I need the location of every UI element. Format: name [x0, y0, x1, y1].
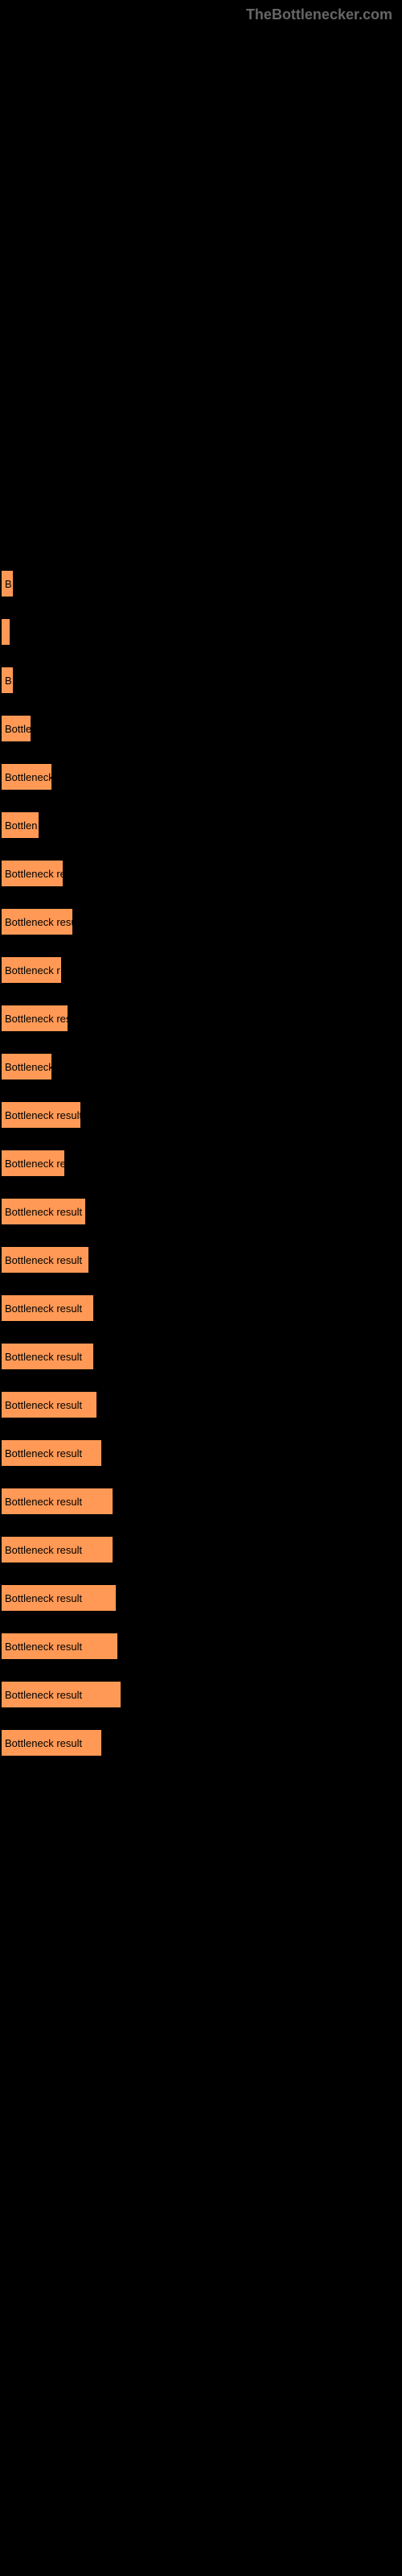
- bar: Bottleneck result: [2, 1537, 113, 1563]
- bar-row: Bottleneck result: [2, 1682, 402, 1707]
- bar-label: Bottlen: [5, 819, 37, 832]
- bar: Bottleneck res: [2, 1005, 68, 1031]
- bar-row: Bottleneck result: [2, 1633, 402, 1659]
- bar-label: Bottleneck result: [5, 1206, 82, 1218]
- bar: Bottleneck result: [2, 1440, 101, 1466]
- bar-label: Bottle: [5, 723, 31, 735]
- bar-label: Bottleneck result: [5, 1496, 82, 1508]
- bar-row: Bottleneck r: [2, 957, 402, 983]
- bar-row: Bottleneck result: [2, 1392, 402, 1418]
- bar: Bottleneck r: [2, 957, 61, 983]
- bar-row: Bottleneck resu: [2, 909, 402, 935]
- bar-row: Bottleneck re: [2, 1150, 402, 1176]
- bar-label: Bottleneck result: [5, 1544, 82, 1556]
- bar-row: Bottleneck re: [2, 861, 402, 886]
- bar-label: B: [5, 578, 12, 590]
- bar: Bottleneck result: [2, 1295, 93, 1321]
- bar-row: Bottleneck result: [2, 1344, 402, 1369]
- bar-row: Bottleneck result: [2, 1102, 402, 1128]
- bar: Bottleneck re: [2, 1150, 64, 1176]
- bar-row: B: [2, 571, 402, 597]
- bar-row: Bottleneck result: [2, 1199, 402, 1224]
- bar: Bottleneck: [2, 764, 51, 790]
- bar-label: Bottleneck result: [5, 1689, 82, 1701]
- bar-row: Bottleneck result: [2, 1295, 402, 1321]
- bar-row: Bottleneck result: [2, 1585, 402, 1611]
- bar: Bottleneck result: [2, 1102, 80, 1128]
- watermark: TheBottlenecker.com: [0, 0, 402, 23]
- bar-row: Bottleneck: [2, 1054, 402, 1080]
- bar-row: Bottleneck: [2, 764, 402, 790]
- bar: Bottleneck resu: [2, 909, 72, 935]
- bar-row: Bottle: [2, 716, 402, 741]
- bar-chart: B B Bottle Bottleneck Bottlen Bottleneck re Bo…: [0, 571, 402, 1756]
- bar: Bottleneck result: [2, 1682, 121, 1707]
- bar: [2, 619, 10, 645]
- bar-row: Bottleneck result: [2, 1440, 402, 1466]
- bar-row: Bottlen: [2, 812, 402, 838]
- bar-label: Bottleneck result: [5, 1302, 82, 1315]
- bar: Bottleneck result: [2, 1633, 117, 1659]
- bar-label: Bottleneck re: [5, 1158, 64, 1170]
- bar-label: Bottleneck result: [5, 1351, 82, 1363]
- bar: Bottleneck result: [2, 1199, 85, 1224]
- bar-label: Bottleneck re: [5, 868, 63, 880]
- bar-label: Bottleneck resu: [5, 916, 72, 928]
- bar: B: [2, 571, 13, 597]
- bar-row: Bottleneck result: [2, 1247, 402, 1273]
- bar: Bottleneck result: [2, 1488, 113, 1514]
- bar-label: Bottleneck r: [5, 964, 60, 976]
- bar-label: Bottleneck result: [5, 1109, 80, 1121]
- bar-label: Bottleneck res: [5, 1013, 68, 1025]
- bar-label: Bottleneck: [5, 1061, 51, 1073]
- bar: Bottleneck result: [2, 1344, 93, 1369]
- bar: Bottlen: [2, 812, 39, 838]
- bar-row: B: [2, 667, 402, 693]
- header-spacer: [0, 23, 402, 571]
- bar: Bottleneck result: [2, 1730, 101, 1756]
- bar-row: Bottleneck result: [2, 1488, 402, 1514]
- bar-label: Bottleneck result: [5, 1399, 82, 1411]
- bar-label: Bottleneck result: [5, 1254, 82, 1266]
- bar: Bottleneck result: [2, 1247, 88, 1273]
- bar: Bottle: [2, 716, 31, 741]
- bar: Bottleneck: [2, 1054, 51, 1080]
- bar-label: Bottleneck result: [5, 1592, 82, 1604]
- bar-row: [2, 619, 402, 645]
- bar-row: Bottleneck result: [2, 1730, 402, 1756]
- bar-row: Bottleneck res: [2, 1005, 402, 1031]
- bar-label: Bottleneck result: [5, 1641, 82, 1653]
- bar-row: Bottleneck result: [2, 1537, 402, 1563]
- bar: B: [2, 667, 13, 693]
- bar: Bottleneck re: [2, 861, 63, 886]
- bar: Bottleneck result: [2, 1585, 116, 1611]
- bar-label: Bottleneck result: [5, 1447, 82, 1459]
- bar: Bottleneck result: [2, 1392, 96, 1418]
- bar-label: Bottleneck: [5, 771, 51, 783]
- bar-label: Bottleneck result: [5, 1737, 82, 1749]
- bar-label: B: [5, 675, 12, 687]
